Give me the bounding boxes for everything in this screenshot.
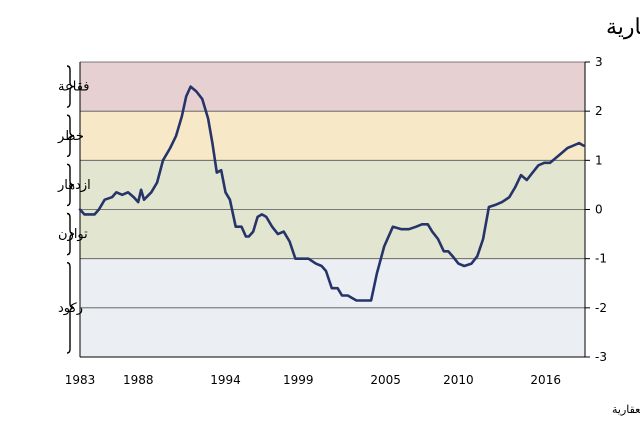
zone-band-1 (80, 111, 585, 161)
chart-title: خطر حدوث فقاعة عقارية (606, 15, 640, 40)
zone-brace-4 (66, 261, 75, 354)
x-tick-label-5: 2010 (443, 373, 474, 387)
zone-band-3 (80, 209, 585, 259)
y-tick-label-4: -1 (595, 252, 607, 266)
y-tick-label-1: 2 (595, 104, 603, 118)
source-note: المصدر: مؤشر مصرف يو بي إس بشأن الفقاعة … (612, 402, 640, 416)
x-tick-label-4: 2005 (370, 373, 401, 387)
zone-brace-1 (66, 114, 75, 158)
zone-brace-2 (66, 163, 75, 207)
x-tick-label-6: 2016 (530, 373, 561, 387)
zone-band-0 (80, 62, 585, 112)
y-tick-label-6: -3 (595, 350, 607, 364)
y-tick-label-0: 3 (595, 55, 603, 69)
y-tick-label-5: -2 (595, 301, 607, 315)
zone-brace-0 (66, 65, 75, 108)
zone-label-4: ركود (58, 301, 83, 316)
x-tick-label-0: 1983 (65, 373, 96, 387)
zone-label-2: ازدهار (57, 178, 91, 193)
x-tick-label-3: 1999 (283, 373, 314, 387)
zone-label-0: فقاعة (58, 80, 89, 95)
y-tick-label-3: 0 (595, 203, 603, 217)
x-tick-label-2: 1994 (210, 373, 241, 387)
zone-label-3: توازن (58, 227, 88, 242)
series-line-0 (78, 85, 585, 302)
zone-label-1: خطر (57, 129, 84, 144)
y-tick-label-2: 1 (595, 153, 603, 167)
zone-brace-3 (66, 212, 75, 256)
x-tick-label-1: 1988 (123, 373, 154, 387)
